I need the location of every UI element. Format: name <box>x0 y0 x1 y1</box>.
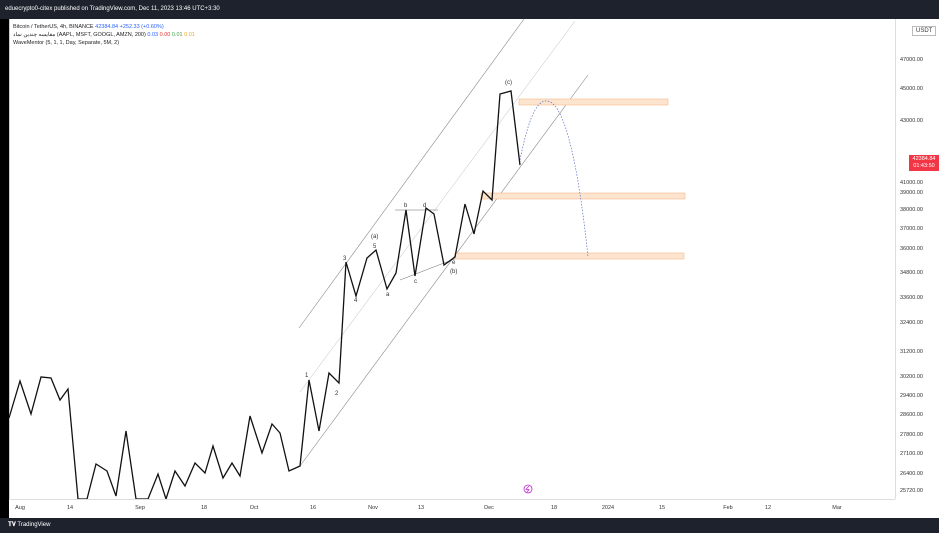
price-tick: 28600.00 <box>900 412 923 418</box>
target-zone-lower[interactable] <box>454 252 685 260</box>
price-tick: 29400.00 <box>900 393 923 399</box>
time-tick: 12 <box>764 505 772 511</box>
indicator-wavementor-name: WaveMentor (5, 1, 1, Day, Separate, 5M, … <box>13 40 120 46</box>
lightning-glyph <box>525 485 530 493</box>
last-price-badge: 42384.84 01:43:50 <box>909 155 939 171</box>
price-tick: 34800.00 <box>900 270 923 276</box>
publisher-bar: eduecrypto0-citex published on TradingVi… <box>0 0 939 19</box>
wave-label-2: 2 <box>335 391 339 397</box>
wave-label-5: 5 <box>373 244 377 250</box>
bar-countdown: 01:43:50 <box>913 163 935 169</box>
time-tick: Nov <box>368 505 378 511</box>
time-tick: 2024 <box>601 505 615 511</box>
indicator-compare-value-4: 0.01 <box>184 32 195 38</box>
time-tick: 15 <box>658 505 666 511</box>
price-tick: 25720.00 <box>900 488 923 494</box>
tradingview-logo-icon[interactable]: 𝐓𝐕 <box>8 522 16 528</box>
wave-label-a-paren: (a) <box>371 234 378 240</box>
subwave-label-a: a <box>386 292 390 298</box>
legend-indicator-compare[interactable]: مقایسه چندین نماد (AAPL, MSFT, GOOGL, AM… <box>13 31 195 39</box>
channel-upper-line[interactable] <box>298 18 525 329</box>
channel-lower-line[interactable] <box>299 74 589 467</box>
time-tick: Feb <box>723 505 733 511</box>
subwave-label-e: e <box>452 260 456 266</box>
tradingview-brand[interactable]: TradingView <box>17 522 51 528</box>
subwave-label-b: b <box>404 203 408 209</box>
time-axis[interactable]: Aug 14 Sep 18 Oct 16 Nov 13 Dec 18 2024 … <box>9 499 895 519</box>
price-tick: 30200.00 <box>900 374 923 380</box>
time-tick: Aug <box>15 505 25 511</box>
price-tick: 39000.00 <box>900 190 923 196</box>
price-tick: 33600.00 <box>900 295 923 301</box>
time-tick: 18 <box>200 505 208 511</box>
indicator-compare-value-2: 0.00 <box>159 32 171 38</box>
target-zone-middle[interactable] <box>480 192 686 200</box>
chart-area[interactable]: Bitcoin / TetherUS, 4h, BINANCE 42384.84… <box>9 19 939 518</box>
price-tick: 27100.00 <box>900 451 923 457</box>
publisher-text: eduecrypto0-citex published on TradingVi… <box>5 6 220 12</box>
time-tick: Oct <box>249 505 259 511</box>
legend-price: 42384.84 <box>95 24 119 30</box>
price-tick: 37000.00 <box>900 226 923 232</box>
wave-label-4: 4 <box>354 298 358 304</box>
wave-label-b-paren: (b) <box>450 269 457 275</box>
price-axis[interactable]: 47000.00 45000.00 43000.00 41000.00 3900… <box>895 19 939 499</box>
legend-indicator-wavementor[interactable]: WaveMentor (5, 1, 1, Day, Separate, 5M, … <box>13 39 195 47</box>
price-tick: 38000.00 <box>900 207 923 213</box>
time-tick: 13 <box>417 505 425 511</box>
time-tick: 18 <box>550 505 558 511</box>
price-tick: 26400.00 <box>900 471 923 477</box>
price-tick: 45000.00 <box>900 86 923 92</box>
footer-bar: 𝐓𝐕 TradingView <box>0 518 939 533</box>
legend-symbol-row[interactable]: Bitcoin / TetherUS, 4h, BINANCE 42384.84… <box>13 23 195 31</box>
indicator-compare-value-1: 0.03 <box>147 32 159 38</box>
subwave-label-c: c <box>414 279 417 285</box>
time-tick: Mar <box>832 505 842 511</box>
indicator-compare-value-3: 0.01 <box>171 32 183 38</box>
target-zone-upper[interactable] <box>518 98 669 106</box>
legend-change: +252.33 (+0.60%) <box>119 24 164 30</box>
currency-selector[interactable]: USDT <box>912 26 937 36</box>
price-tick: 47000.00 <box>900 57 923 63</box>
price-tick: 43000.00 <box>900 118 923 124</box>
price-tick: 27800.00 <box>900 432 923 438</box>
symbol-name: Bitcoin / TetherUS, 4h, BINANCE <box>13 24 94 30</box>
time-tick: Sep <box>135 505 145 511</box>
projection-curve[interactable] <box>519 100 589 258</box>
wave-label-c-paren: (c) <box>505 80 512 86</box>
time-tick: 14 <box>66 505 74 511</box>
chart-legend: Bitcoin / TetherUS, 4h, BINANCE 42384.84… <box>13 23 195 47</box>
wave-label-3: 3 <box>343 256 347 262</box>
subwave-label-d: d <box>423 203 426 209</box>
price-tick: 41000.00 <box>900 180 923 186</box>
last-price-value: 42384.84 <box>912 156 936 162</box>
price-line[interactable] <box>8 90 521 502</box>
price-tick: 32400.00 <box>900 320 923 326</box>
indicator-compare-name: مقایسه چندین نماد (AAPL, MSFT, GOOGL, AM… <box>13 32 146 38</box>
price-tick: 31200.00 <box>900 349 923 355</box>
channel-mid-line[interactable] <box>299 20 576 393</box>
time-tick: Dec <box>484 505 494 511</box>
wave-label-1: 1 <box>305 373 309 379</box>
price-tick: 36000.00 <box>900 246 923 252</box>
time-tick: 16 <box>309 505 317 511</box>
lightning-icon[interactable] <box>523 484 533 494</box>
